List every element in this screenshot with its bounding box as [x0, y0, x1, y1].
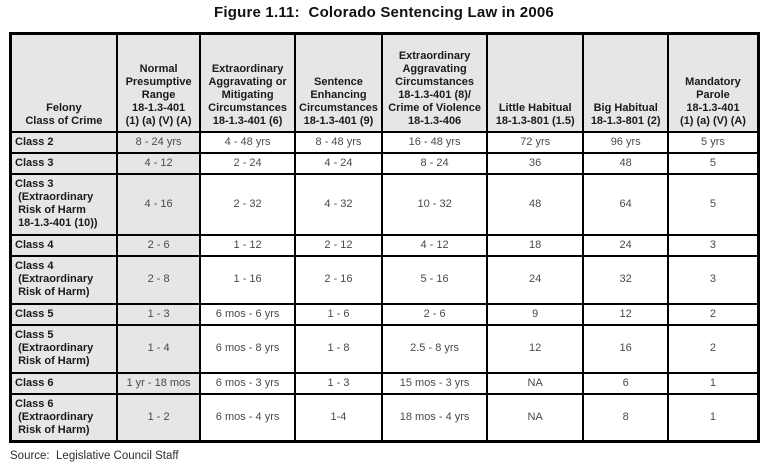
- row-label: Class 6: [9, 371, 118, 395]
- table-cell: 8 - 24: [381, 151, 488, 175]
- table-cell: 1 - 8: [293, 323, 384, 374]
- table-cell: 8 - 24 yrs: [115, 130, 202, 154]
- table-row-class-6: Class 6 1 yr - 18 mos 6 mos - 3 yrs 1 - …: [9, 371, 760, 395]
- table-cell: 1 - 4: [115, 323, 202, 374]
- table-cell: 1-4: [293, 392, 384, 443]
- table-cell: 6 mos - 4 yrs: [199, 392, 296, 443]
- table-cell: 2: [666, 323, 760, 374]
- table-cell: 48: [485, 172, 585, 236]
- table-cell: 36: [485, 151, 585, 175]
- col-header-sentence-enhancing: Sentence Enhancing Circumstances 18-1.3-…: [293, 32, 384, 133]
- col-header-extraordinary-aggravating-crime-of-violence: Extraordinary Aggravating Circumstances …: [381, 32, 488, 133]
- table-cell: 4 - 32: [293, 172, 384, 236]
- table-cell: 4 - 12: [115, 151, 202, 175]
- row-label: Class 5: [9, 302, 118, 326]
- table-cell: 1 - 3: [293, 371, 384, 395]
- table-cell: 5: [666, 172, 760, 236]
- table-cell: 24: [485, 254, 585, 305]
- col-header-mandatory-parole: Mandatory Parole 18-1.3-401 (1) (a) (V) …: [666, 32, 760, 133]
- table-cell: 2 - 32: [199, 172, 296, 236]
- table-cell: 48: [582, 151, 669, 175]
- col-header-big-habitual: Big Habitual 18-1.3-801 (2): [582, 32, 669, 133]
- table-cell: 1 - 16: [199, 254, 296, 305]
- table-cell: 5: [666, 151, 760, 175]
- table-cell: 16: [582, 323, 669, 374]
- table-cell: 8: [582, 392, 669, 443]
- table-cell: 5 yrs: [666, 130, 760, 154]
- row-label: Class 4 (Extraordinary Risk of Harm): [9, 254, 118, 305]
- table-row-class-3-extraordinary-risk: Class 3 (Extraordinary Risk of Harm 18-1…: [9, 172, 760, 236]
- table-cell: 4 - 12: [381, 233, 488, 257]
- table-cell: 1 - 2: [115, 392, 202, 443]
- table-cell: 2: [666, 302, 760, 326]
- table-cell: 9: [485, 302, 585, 326]
- figure-title: Figure 1.11: Colorado Sentencing Law in …: [214, 4, 554, 21]
- table-cell: 1 - 6: [293, 302, 384, 326]
- table-row-class-2: Class 2 8 - 24 yrs 4 - 48 yrs 8 - 48 yrs…: [9, 130, 760, 154]
- table-cell: 96 yrs: [582, 130, 669, 154]
- table-row-class-6-extraordinary-risk: Class 6 (Extraordinary Risk of Harm) 1 -…: [9, 392, 760, 443]
- table-cell: 2 - 16: [293, 254, 384, 305]
- table-row-class-4: Class 4 2 - 6 1 - 12 2 - 12 4 - 12 18 24…: [9, 233, 760, 257]
- table-cell: 10 - 32: [381, 172, 488, 236]
- col-header-little-habitual: Little Habitual 18-1.3-801 (1.5): [485, 32, 585, 133]
- table-cell: 72 yrs: [485, 130, 585, 154]
- table-cell: 3: [666, 254, 760, 305]
- table-cell: 4 - 24: [293, 151, 384, 175]
- table-cell: 2 - 12: [293, 233, 384, 257]
- table-cell: 6 mos - 3 yrs: [199, 371, 296, 395]
- table-cell: NA: [485, 371, 585, 395]
- table-cell: 15 mos - 3 yrs: [381, 371, 488, 395]
- table-cell: 12: [582, 302, 669, 326]
- row-label: Class 5 (Extraordinary Risk of Harm): [9, 323, 118, 374]
- col-header-felony-class: Felony Class of Crime: [9, 32, 118, 133]
- table-cell: 4 - 48 yrs: [199, 130, 296, 154]
- table-cell: 6 mos - 6 yrs: [199, 302, 296, 326]
- table-cell: 2.5 - 8 yrs: [381, 323, 488, 374]
- table-cell: 64: [582, 172, 669, 236]
- table-header-row: Felony Class of Crime Normal Presumptive…: [9, 32, 760, 133]
- table-cell: 6: [582, 371, 669, 395]
- row-label: Class 6 (Extraordinary Risk of Harm): [9, 392, 118, 443]
- table-row-class-5: Class 5 1 - 3 6 mos - 6 yrs 1 - 6 2 - 6 …: [9, 302, 760, 326]
- table-cell: 4 - 16: [115, 172, 202, 236]
- table-cell: 2 - 6: [381, 302, 488, 326]
- table-cell: 2 - 24: [199, 151, 296, 175]
- table-cell: 1: [666, 392, 760, 443]
- table-cell: 18 mos - 4 yrs: [381, 392, 488, 443]
- table-row-class-5-extraordinary-risk: Class 5 (Extraordinary Risk of Harm) 1 -…: [9, 323, 760, 374]
- table-cell: 5 - 16: [381, 254, 488, 305]
- table-cell: 1 - 12: [199, 233, 296, 257]
- row-label: Class 4: [9, 233, 118, 257]
- table-cell: 24: [582, 233, 669, 257]
- table-cell: 2 - 6: [115, 233, 202, 257]
- table-cell: 8 - 48 yrs: [293, 130, 384, 154]
- table-cell: 6 mos - 8 yrs: [199, 323, 296, 374]
- table-cell: 18: [485, 233, 585, 257]
- table-cell: 32: [582, 254, 669, 305]
- table-cell: NA: [485, 392, 585, 443]
- table-cell: 16 - 48 yrs: [381, 130, 488, 154]
- row-label: Class 3 (Extraordinary Risk of Harm 18-1…: [9, 172, 118, 236]
- source-note: Source: Legislative Council Staff: [10, 450, 179, 462]
- table-row-class-3: Class 3 4 - 12 2 - 24 4 - 24 8 - 24 36 4…: [9, 151, 760, 175]
- table-cell: 2 - 8: [115, 254, 202, 305]
- table-cell: 1: [666, 371, 760, 395]
- row-label: Class 3: [9, 151, 118, 175]
- table-cell: 1 yr - 18 mos: [115, 371, 202, 395]
- table-cell: 1 - 3: [115, 302, 202, 326]
- col-header-normal-presumptive-range: Normal Presumptive Range 18-1.3-401 (1) …: [115, 32, 202, 133]
- table-cell: 3: [666, 233, 760, 257]
- col-header-extraordinary-aggravating-mitigating: Extraordinary Aggravating or Mitigating …: [199, 32, 296, 133]
- sentencing-law-table: Felony Class of Crime Normal Presumptive…: [9, 32, 760, 443]
- table-cell: 12: [485, 323, 585, 374]
- table-row-class-4-extraordinary-risk: Class 4 (Extraordinary Risk of Harm) 2 -…: [9, 254, 760, 305]
- row-label: Class 2: [9, 130, 118, 154]
